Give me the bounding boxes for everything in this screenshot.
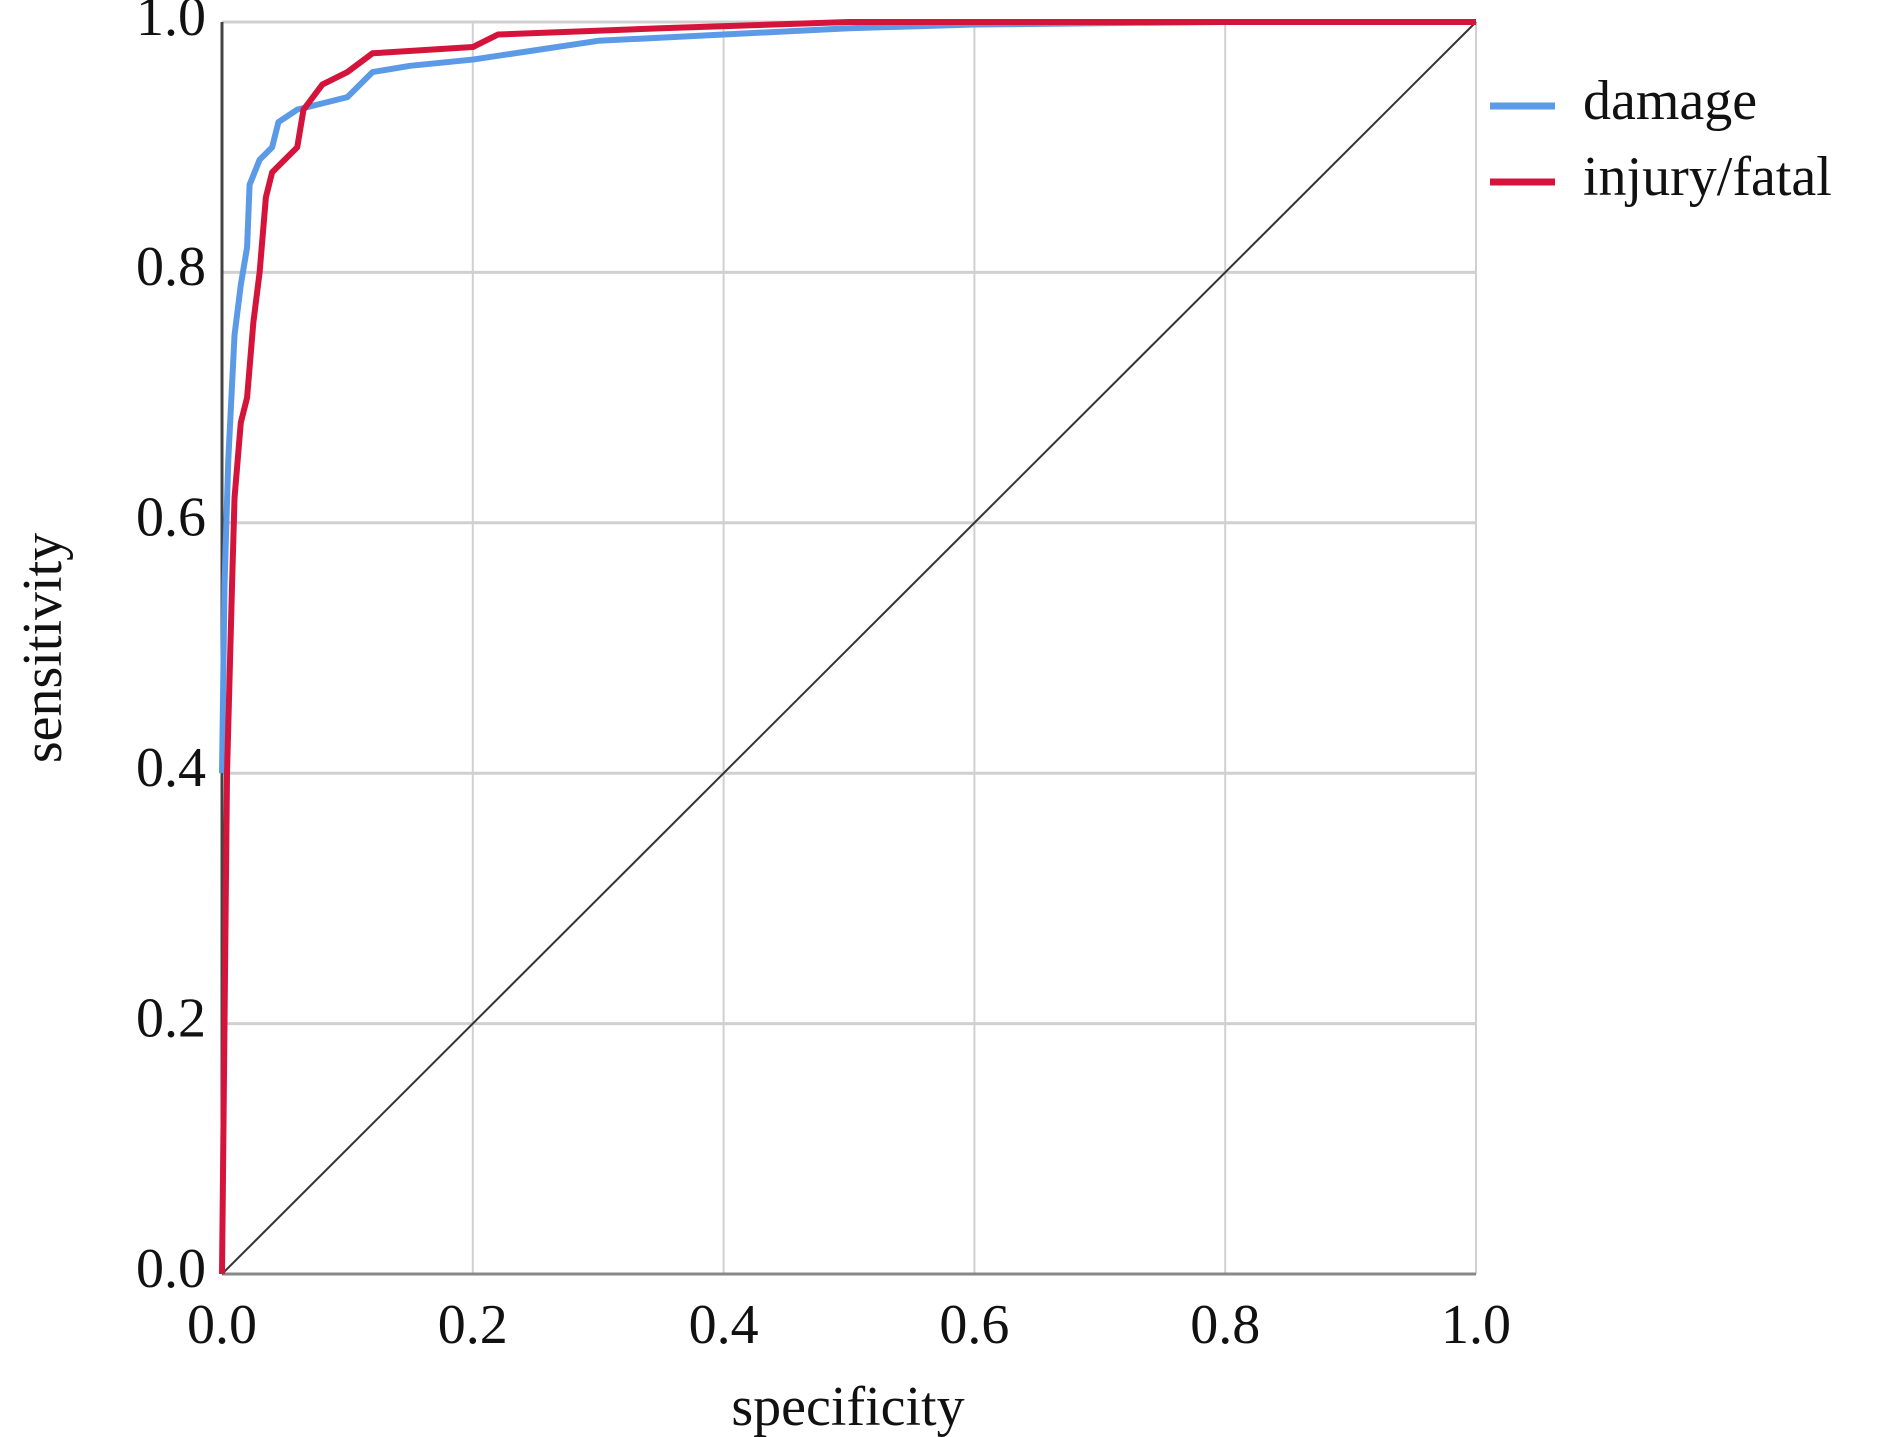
y-tick-label: 0.2 bbox=[136, 987, 206, 1049]
reference-line bbox=[221, 21, 1477, 1275]
x-tick-label: 0.6 bbox=[939, 1294, 1009, 1356]
x-tick-label: 0.0 bbox=[187, 1294, 257, 1356]
x-axis-label: specificity bbox=[731, 1376, 964, 1437]
y-tick-label: 0.4 bbox=[136, 737, 206, 799]
legend-label: injury/fatal bbox=[1583, 146, 1832, 208]
x-tick-label: 0.8 bbox=[1190, 1294, 1260, 1356]
roc-curve bbox=[219, 19, 1476, 1275]
legend-label: damage bbox=[1583, 70, 1757, 132]
x-tick-label: 0.4 bbox=[689, 1294, 759, 1356]
x-tick-label: 0.2 bbox=[438, 1294, 508, 1356]
y-axis-label: sensitivity bbox=[12, 533, 74, 763]
y-tick-label: 1.0 bbox=[136, 0, 206, 48]
y-tick-label: 0.8 bbox=[136, 236, 206, 298]
x-tick-label: 1.0 bbox=[1441, 1294, 1511, 1356]
y-tick-label: 0.0 bbox=[136, 1238, 206, 1300]
roc-curve bbox=[219, 19, 1476, 774]
y-tick-label: 0.6 bbox=[136, 487, 206, 549]
